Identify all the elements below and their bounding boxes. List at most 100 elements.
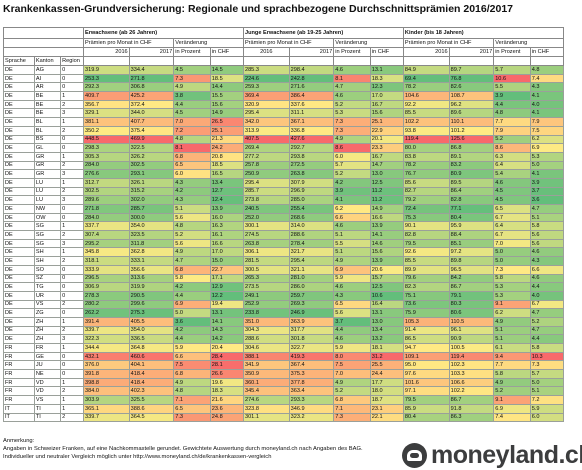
value-cell: 75.3: [402, 212, 450, 223]
value-cell: 85.1: [448, 238, 495, 249]
key-cell: BE: [33, 91, 62, 101]
value-cell: 86.5: [402, 334, 450, 344]
value-cell: 4.3: [173, 177, 211, 188]
table-row: IT TI 2 339.7 364.5 7.3 24.8 301.1 323.2 7.3 22.1 8…: [3, 412, 565, 423]
value-cell: 13.9: [369, 256, 404, 266]
value-cell: 302.5: [128, 160, 175, 171]
key-cell: SZ: [33, 273, 62, 284]
table-row: DE SZ 0 296.5 313.6 5.8 17.1 265.3 281.0 5.9 15.7 7…: [3, 273, 565, 284]
value-cell: 6.2: [493, 308, 531, 318]
value-cell: 278.3: [82, 290, 130, 301]
value-cell: 5.2: [529, 316, 565, 327]
value-cell: 4.6: [493, 177, 531, 188]
value-cell: 281.5: [242, 256, 290, 266]
value-cell: 321.7: [288, 247, 335, 258]
value-cell: 22.9: [369, 125, 404, 136]
value-cell: 6.0: [333, 151, 371, 162]
value-cell: 292.7: [288, 143, 335, 153]
table-row: DE NW 0 271.8 285.7 5.1 13.9 240.5 255.4 6.2 14.9 7…: [3, 204, 565, 214]
value-cell: 23.3: [369, 143, 404, 153]
value-cell: 255.4: [288, 204, 335, 214]
chf-header: in CHF: [369, 47, 404, 57]
value-cell: 13.0: [369, 169, 404, 179]
group-header-young-adults: Junge Erwachsene (ab 19-25 Jahren): [242, 27, 404, 39]
value-cell: 80.9: [448, 169, 495, 179]
value-cell: 85.5: [402, 108, 450, 119]
value-cell: 7.4: [493, 412, 531, 423]
value-cell: 25.5: [369, 360, 404, 371]
value-cell: 269.4: [242, 143, 290, 153]
value-cell: 11.2: [369, 186, 404, 197]
value-cell: 5.5: [493, 82, 531, 93]
value-cell: 72.4: [402, 204, 450, 214]
value-cell: 6.7: [529, 299, 565, 310]
table-row: DE BE 2 356.7 372.4 4.4 15.6 320.9 337.6 5.2 16.7 9…: [3, 99, 565, 110]
value-cell: 388.1: [242, 351, 290, 362]
value-cell: 14.5: [209, 65, 244, 75]
value-cell: 354.0: [128, 325, 175, 336]
value-cell: 13.9: [369, 221, 404, 232]
value-cell: 5.2: [173, 230, 211, 240]
value-cell: 7.1: [173, 395, 211, 405]
year-2016-header: 2016: [242, 47, 290, 57]
value-cell: 323.5: [128, 230, 175, 240]
value-cell: 11.2: [369, 195, 404, 205]
key-cell: DE: [3, 264, 35, 275]
value-cell: 25.1: [369, 117, 404, 127]
value-cell: 337.7: [82, 221, 130, 232]
value-cell: 13.2: [369, 334, 404, 344]
value-cell: 4.0: [529, 290, 565, 301]
value-cell: 80.0: [402, 143, 450, 153]
table-row: DE TG 0 306.9 319.9 4.2 12.9 273.5 286.0 4.6 12.5 8…: [3, 282, 565, 292]
value-cell: 306.8: [128, 82, 175, 93]
table-row: DE ZG 0 262.2 275.3 5.0 13.1 233.8 246.9 5.6 13.1 7…: [3, 308, 565, 318]
key-cell: DE: [3, 91, 35, 101]
value-cell: 5.1: [529, 212, 565, 223]
value-cell: 404.1: [128, 360, 175, 371]
value-cell: 5.1: [173, 204, 211, 214]
value-cell: 24.4: [369, 369, 404, 379]
value-cell: 119.4: [402, 134, 450, 145]
value-cell: 280.2: [82, 299, 130, 310]
value-cell: 76.8: [448, 73, 495, 84]
value-cell: 18.7: [369, 395, 404, 405]
table-row: DE GR 2 284.0 302.5 6.5 18.5 257.8 272.5 5.7 14.7 7…: [3, 160, 565, 171]
key-cell: 0: [60, 73, 84, 84]
value-cell: 8.6: [493, 143, 531, 153]
key-cell: DE: [3, 82, 35, 93]
value-cell: 323.2: [288, 412, 335, 423]
key-cell: AI: [33, 73, 62, 84]
key-cell: DE: [3, 282, 35, 292]
value-cell: 4.7: [333, 82, 371, 93]
value-cell: 24.8: [209, 412, 244, 423]
table-row: DE SG 1 337.7 354.0 4.8 16.3 300.1 314.0 4.6 13.9 9…: [3, 221, 565, 232]
value-cell: 79.1: [448, 290, 495, 301]
value-cell: 281.0: [288, 273, 335, 284]
value-cell: 17.1: [209, 273, 244, 284]
value-cell: 13.9: [209, 204, 244, 214]
value-cell: 82.8: [402, 230, 450, 240]
value-cell: 381.1: [82, 117, 130, 127]
value-cell: 304.3: [242, 325, 290, 336]
value-cell: 103.3: [448, 369, 495, 379]
key-cell: LU: [33, 195, 62, 205]
value-cell: 6.9: [493, 403, 531, 414]
key-cell: 2: [60, 186, 84, 197]
key-cell: FR: [33, 343, 62, 353]
value-cell: 4.6: [333, 282, 371, 292]
value-cell: 4.3: [529, 82, 565, 93]
value-cell: 285.0: [288, 195, 335, 205]
value-cell: 106.6: [448, 377, 495, 388]
value-cell: 17.7: [369, 377, 404, 388]
key-cell: DE: [3, 186, 35, 197]
value-cell: 15.6: [369, 108, 404, 119]
value-cell: 8.1: [333, 73, 371, 84]
value-cell: 319.9: [82, 65, 130, 75]
value-cell: 110.1: [448, 117, 495, 127]
value-cell: 102.2: [402, 117, 450, 127]
value-cell: 23.6: [209, 403, 244, 414]
moneyland-logo: moneyland.ch: [402, 441, 582, 470]
key-cell: 1: [60, 221, 84, 232]
key-cell: 1: [60, 403, 84, 414]
value-cell: 339.7: [82, 325, 130, 336]
